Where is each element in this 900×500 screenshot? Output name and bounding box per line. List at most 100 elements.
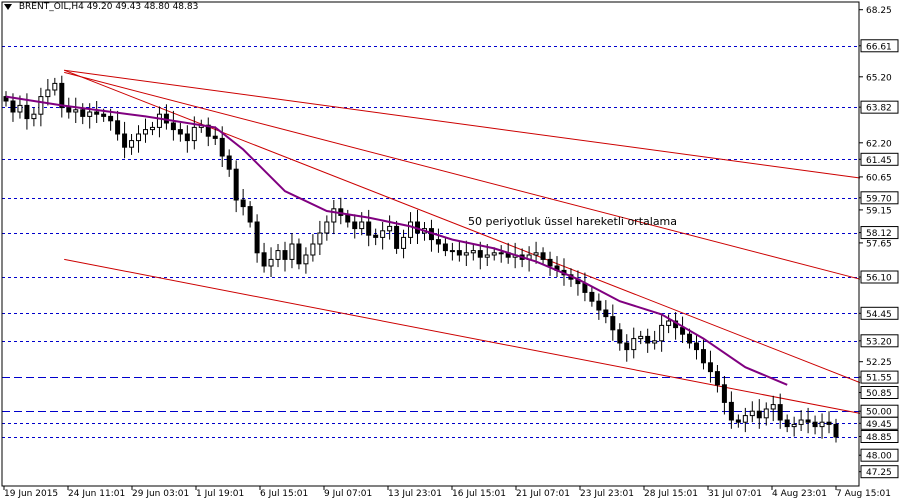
candle xyxy=(652,330,658,350)
candle-body xyxy=(833,423,839,438)
candle xyxy=(603,300,609,324)
candle xyxy=(763,402,769,426)
y-tick-label: 51.55 xyxy=(866,374,892,384)
candle-body xyxy=(401,236,407,249)
candle xyxy=(163,104,169,130)
candle-body xyxy=(345,214,351,223)
symbol-label: BRENT_OIL,H4 xyxy=(18,2,84,12)
x-tick-label: 21 Jul 07:01 xyxy=(516,489,570,499)
candle-body xyxy=(240,199,246,208)
candle-body xyxy=(324,221,330,234)
candle-body xyxy=(373,234,379,238)
candle xyxy=(470,244,476,261)
candle xyxy=(617,323,623,351)
candle-body xyxy=(687,333,693,344)
candle xyxy=(149,121,155,136)
candle xyxy=(770,395,776,422)
price-label-box xyxy=(860,334,899,348)
candle-body xyxy=(233,168,239,201)
candle-body xyxy=(533,252,539,256)
candle-body xyxy=(380,230,386,238)
candle xyxy=(184,125,190,153)
candle-body xyxy=(498,252,504,255)
candle-body xyxy=(756,410,762,419)
candle xyxy=(610,304,616,341)
candle-body xyxy=(666,320,672,326)
candle xyxy=(428,219,434,252)
candle xyxy=(721,376,727,415)
candle-body xyxy=(289,243,295,260)
candle-body xyxy=(456,250,462,256)
candle xyxy=(463,240,469,266)
price-label-box xyxy=(860,370,899,384)
candle xyxy=(742,407,748,433)
candle-body xyxy=(394,225,400,249)
candle xyxy=(575,270,581,296)
y-axis: 68.25 66.61 65.20 63.82 62.20 61.45 60.65 59.70… xyxy=(859,6,899,479)
candle xyxy=(435,228,441,253)
y-tick-label: 62.20 xyxy=(866,139,892,149)
ohlc-readout: 49.20 49.43 48.80 48.83 xyxy=(86,2,199,12)
candle-body xyxy=(115,120,121,135)
candle xyxy=(540,247,546,265)
candle-body xyxy=(129,140,135,148)
candle xyxy=(624,334,630,362)
candle xyxy=(233,160,239,213)
candle-body xyxy=(94,111,100,115)
y-tick-label: 48.00 xyxy=(866,452,892,462)
candle-body xyxy=(73,109,79,113)
x-tick-label: 16 Jul 15:01 xyxy=(452,489,506,499)
candle-body xyxy=(631,338,637,351)
candle xyxy=(380,222,386,250)
candle xyxy=(345,209,351,228)
x-tick-label: 9 Jul 07:01 xyxy=(324,489,372,499)
candle-body xyxy=(763,408,769,419)
x-tick-label: 29 Jun 03:01 xyxy=(132,489,189,499)
price-label-box xyxy=(860,100,899,114)
candle-body xyxy=(205,124,211,137)
collapse-triangle-icon[interactable] xyxy=(4,3,12,10)
candle-body xyxy=(547,258,553,267)
y-tick-label: 65.20 xyxy=(866,73,892,83)
candle-body xyxy=(707,362,713,373)
candlesticks xyxy=(3,75,839,443)
y-tick-label: 63.82 xyxy=(866,104,892,114)
candle-body xyxy=(359,221,365,230)
candle-body xyxy=(700,349,706,364)
candle-body xyxy=(226,155,232,170)
candle-body xyxy=(805,419,811,423)
candle-body xyxy=(212,135,218,139)
candle xyxy=(191,116,197,150)
candle-body xyxy=(596,300,602,311)
candle-body xyxy=(435,239,441,245)
candle xyxy=(582,272,588,302)
y-tick-label: 59.15 xyxy=(866,206,892,216)
y-tick-label: 60.65 xyxy=(866,173,892,183)
candle xyxy=(212,126,218,145)
candle xyxy=(136,125,142,153)
candle xyxy=(59,75,65,118)
candle-body xyxy=(303,254,309,265)
candle-body xyxy=(645,335,651,344)
y-tick-label: 52.25 xyxy=(866,358,892,368)
candle xyxy=(589,286,595,307)
candle-body xyxy=(191,126,197,142)
candle-body xyxy=(624,342,630,351)
candle xyxy=(45,79,51,106)
y-tick-label: 49.45 xyxy=(866,420,892,430)
x-tick-label: 19 Jun 2015 xyxy=(4,489,58,499)
y-tick-label: 66.61 xyxy=(866,42,892,52)
candle-body xyxy=(589,291,595,302)
y-tick-label: 58.12 xyxy=(866,229,892,239)
candle xyxy=(324,215,330,241)
trendline xyxy=(64,69,861,384)
candle xyxy=(401,229,407,259)
candle xyxy=(156,106,162,138)
candle xyxy=(819,413,825,439)
candle-body xyxy=(184,133,190,142)
candle xyxy=(798,410,804,431)
price-label-box xyxy=(860,448,899,462)
trendline xyxy=(64,71,861,280)
candle xyxy=(547,251,553,276)
